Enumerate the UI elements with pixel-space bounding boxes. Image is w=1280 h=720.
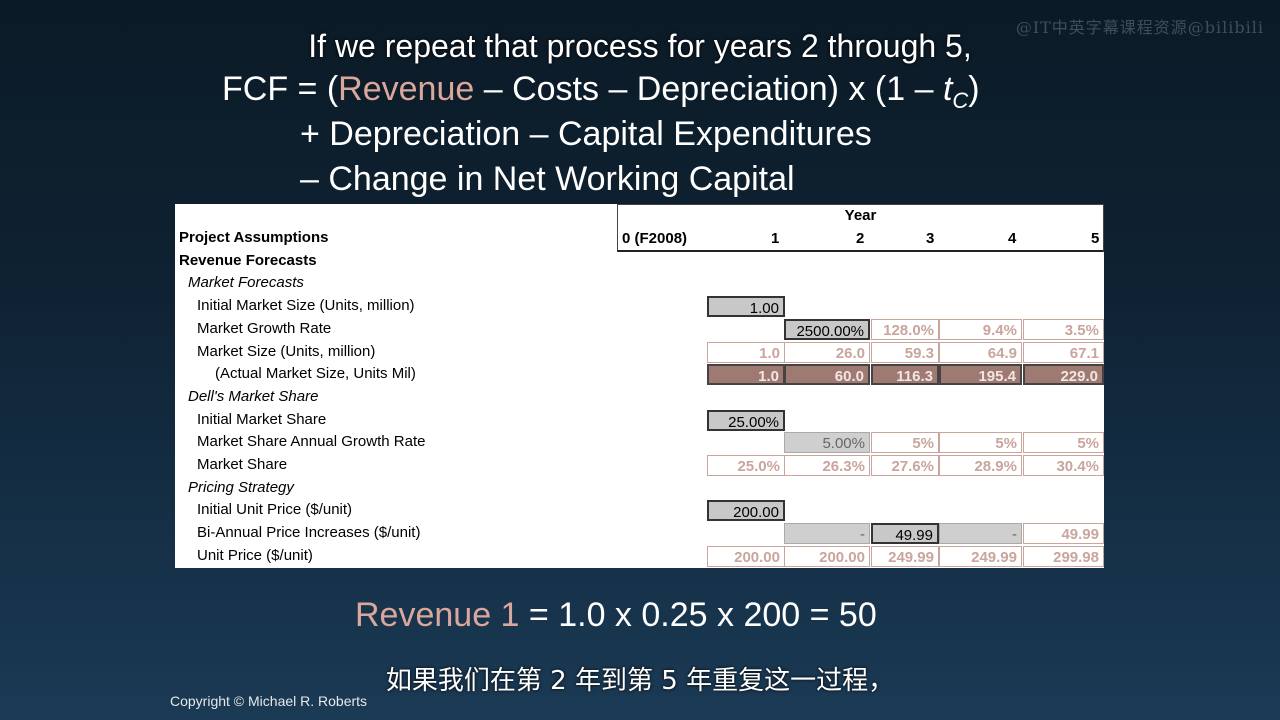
data-cell[interactable]: - — [784, 523, 870, 545]
fcf-formula-line3: – Change in Net Working Capital — [300, 160, 795, 198]
data-cell[interactable]: 200.00 — [707, 545, 785, 567]
data-cell[interactable]: 59.3 — [871, 341, 939, 363]
data-cell[interactable]: 128.0% — [871, 318, 939, 340]
year-title: Year — [844, 207, 877, 224]
data-cell[interactable]: 299.98 — [1023, 545, 1104, 567]
year-0: 0 (F2008) — [622, 230, 688, 247]
row-label: Initial Market Size (Units, million) — [197, 297, 415, 315]
row-label: Market Forecasts — [188, 274, 304, 292]
formula-rest: – Costs – Depreciation) x (1 – — [474, 70, 943, 108]
data-cell[interactable]: 49.99 — [1023, 523, 1104, 545]
copyright: Copyright © Michael R. Roberts — [170, 693, 368, 709]
revenue-label: Revenue 1 — [355, 596, 520, 634]
data-cell[interactable]: 1.00 — [707, 296, 785, 318]
data-cell[interactable]: 3.5% — [1023, 318, 1104, 340]
data-cell[interactable]: - — [939, 523, 1022, 545]
chinese-subtitle: 如果我们在第 2 年到第 5 年重复这一过程， — [385, 666, 895, 696]
data-cell[interactable]: 30.4% — [1023, 455, 1104, 476]
year-5: 5 — [1091, 230, 1100, 247]
row-label: Pricing Strategy — [188, 478, 294, 496]
data-cell[interactable]: 25.00% — [707, 409, 785, 431]
row-label: Market Share Annual Growth Rate — [197, 433, 426, 451]
year-header: Year 0 (F2008) 1 2 3 4 5 — [617, 204, 1104, 252]
data-cell[interactable]: 26.3% — [784, 455, 870, 476]
formula-tc: t — [942, 70, 953, 108]
data-cell[interactable]: 5% — [1023, 432, 1104, 454]
data-cell[interactable]: 25.0% — [707, 455, 785, 476]
formula-tc-sub: C — [952, 88, 969, 113]
formula-end: ) — [968, 70, 980, 108]
data-cell[interactable]: 9.4% — [939, 318, 1022, 340]
data-cell[interactable]: 5% — [939, 432, 1022, 454]
data-cell[interactable]: 26.0 — [784, 341, 870, 363]
formula-prefix: FCF = ( — [222, 70, 339, 108]
overlay-caption: If we repeat that process for years 2 th… — [308, 28, 972, 64]
row-label: Market Growth Rate — [197, 319, 332, 337]
row-label: Market Share — [197, 456, 288, 473]
data-cell[interactable]: 60.0 — [784, 364, 870, 386]
data-cell[interactable]: 200.00 — [784, 545, 870, 567]
row-label: Unit Price ($/unit) — [197, 546, 313, 564]
revenue-calc: = 1.0 x 0.25 x 200 = 50 — [519, 596, 877, 634]
fcf-formula-line1: FCF = (Revenue – Costs – Depreciation) x… — [222, 70, 980, 114]
data-cell[interactable]: 2500.00% — [784, 318, 870, 340]
row-label: Project Assumptions — [179, 229, 329, 246]
spreadsheet: Year 0 (F2008) 1 2 3 4 5 Project Assumpt… — [175, 204, 1104, 568]
revenue-equation: Revenue 1 = 1.0 x 0.25 x 200 = 50 — [355, 596, 877, 635]
data-cell[interactable]: 249.99 — [871, 545, 939, 567]
data-cell[interactable]: 64.9 — [939, 341, 1022, 363]
data-cell[interactable]: 28.9% — [939, 455, 1022, 476]
row-label: Bi-Annual Price Increases ($/unit) — [197, 524, 421, 542]
row-label: Market Size (Units, million) — [197, 342, 376, 360]
fcf-formula-line2: + Depreciation – Capital Expenditures — [300, 115, 872, 153]
data-cell[interactable]: 1.0 — [707, 364, 785, 386]
data-cell[interactable]: 229.0 — [1023, 364, 1104, 386]
row-label: Initial Market Share — [197, 410, 327, 428]
data-cell[interactable]: 116.3 — [871, 364, 939, 386]
year-4: 4 — [1008, 230, 1017, 247]
row-label: Dell's Market Share — [188, 387, 319, 405]
data-cell[interactable]: 200.00 — [707, 500, 785, 522]
formula-revenue: Revenue — [338, 70, 475, 108]
data-cell[interactable]: 5% — [871, 432, 939, 454]
row-label: (Actual Market Size, Units Mil) — [215, 365, 416, 383]
data-cell[interactable]: 5.00% — [784, 432, 870, 454]
data-cell[interactable]: 67.1 — [1023, 341, 1104, 363]
data-cell[interactable]: 1.0 — [707, 341, 785, 363]
watermark: @IT中英字幕课程资源@bilibili — [1015, 18, 1264, 37]
year-3: 3 — [926, 230, 935, 247]
data-cell[interactable]: 27.6% — [871, 455, 939, 476]
year-2: 2 — [856, 230, 865, 247]
row-label: Initial Unit Price ($/unit) — [197, 501, 353, 519]
row-label: Revenue Forecasts — [179, 251, 317, 269]
data-cell[interactable]: 195.4 — [939, 364, 1022, 386]
year-1: 1 — [771, 230, 780, 247]
data-cell[interactable]: 49.99 — [871, 523, 939, 545]
data-cell[interactable]: 249.99 — [939, 545, 1022, 567]
